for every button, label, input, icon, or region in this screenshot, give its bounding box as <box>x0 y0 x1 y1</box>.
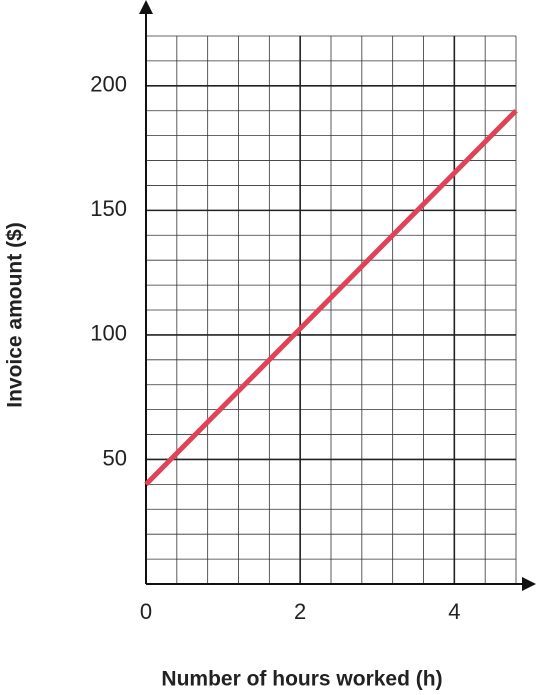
y-axis-arrow <box>139 0 153 14</box>
x-tick-label: 2 <box>294 599 306 624</box>
y-axis-title: Invoice amount ($) <box>4 222 27 408</box>
y-tick-label: 200 <box>90 72 127 97</box>
data-line <box>144 108 518 487</box>
x-axis-arrow <box>522 577 536 591</box>
y-tick-label: 50 <box>103 445 127 470</box>
y-tick-label: 150 <box>90 196 127 221</box>
x-tick-label: 0 <box>140 599 152 624</box>
x-axis-title: Number of hours worked (h) <box>161 668 442 691</box>
y-tick-label: 100 <box>90 321 127 346</box>
x-tick-label: 4 <box>448 599 460 624</box>
